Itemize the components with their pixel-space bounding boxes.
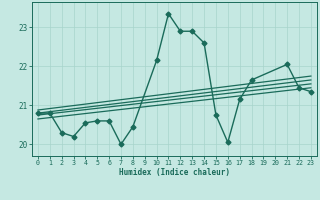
X-axis label: Humidex (Indice chaleur): Humidex (Indice chaleur)	[119, 168, 230, 177]
